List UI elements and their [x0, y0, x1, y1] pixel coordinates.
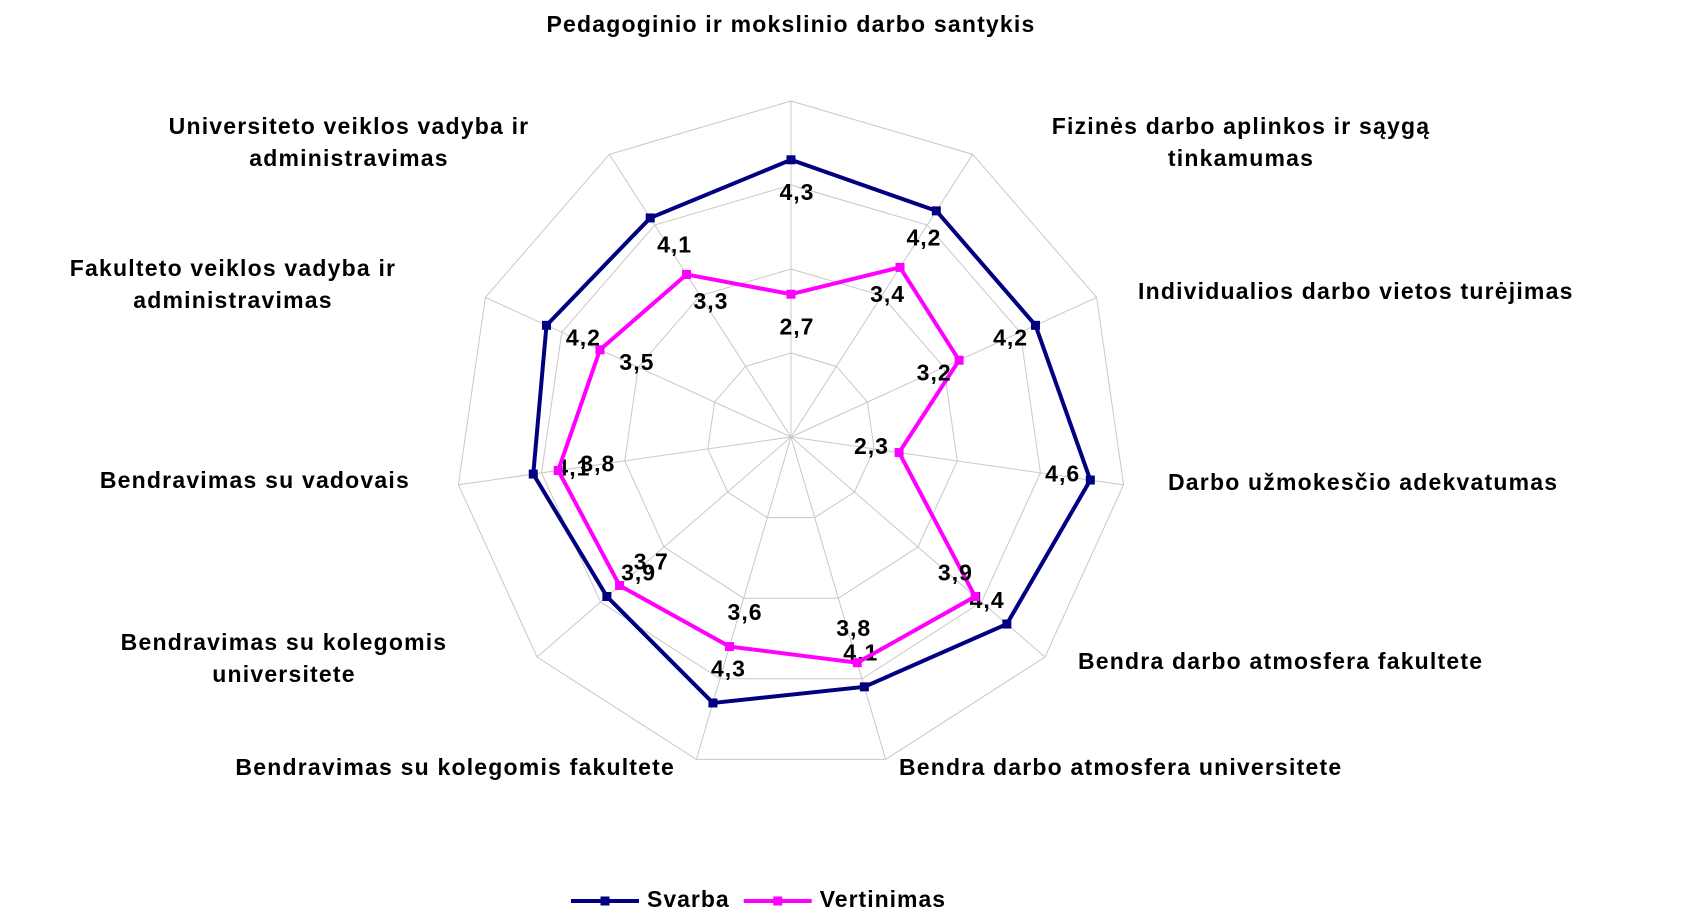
- data-label: 3,7: [634, 548, 669, 574]
- grid-ring: [624, 268, 958, 599]
- legend-label: Vertinimas: [820, 886, 946, 912]
- grid-ring: [707, 352, 875, 519]
- marker: [553, 465, 563, 475]
- marker: [786, 155, 796, 165]
- data-label: 4,1: [657, 232, 692, 258]
- category-label: Bendravimas su vadovais: [99, 467, 410, 493]
- data-label: 3,8: [580, 451, 615, 477]
- data-label: 4,2: [566, 325, 601, 351]
- category-label: Individualios darbo vietos turėjimas: [1138, 278, 1574, 304]
- marker: [541, 320, 551, 330]
- legend: Svarba Vertinimas: [571, 886, 946, 912]
- data-label: 4,3: [711, 655, 746, 681]
- category-label: Bendra darbo atmosfera fakultete: [1078, 648, 1484, 674]
- category-label: Bendravimas su kolegomis fakultete: [235, 754, 675, 780]
- marker: [786, 289, 796, 299]
- legend-label: Svarba: [647, 886, 730, 912]
- marker: [682, 269, 692, 279]
- data-label: 3,6: [728, 599, 763, 625]
- data-label: 4,3: [780, 179, 815, 205]
- data-label: 3,9: [938, 559, 973, 585]
- data-label: 3,9: [621, 559, 656, 585]
- category-label: Fizinės darbo aplinkos ir sąygą tinkamum…: [1051, 113, 1431, 171]
- series-line: [556, 265, 978, 665]
- marker: [859, 682, 869, 692]
- data-label: 4,2: [993, 325, 1028, 351]
- category-label: Darbo užmokesčio adekvatumas: [1168, 469, 1559, 495]
- data-label: 3,3: [693, 288, 728, 314]
- category-label: Pedagoginio ir mokslinio darbo santykis: [546, 11, 1036, 37]
- category-label: Fakulteto veiklos vadyba ir administravi…: [69, 255, 397, 313]
- data-label: 4,2: [906, 225, 941, 251]
- marker: [595, 345, 605, 355]
- category-label: Bendra darbo atmosfera universitete: [899, 754, 1343, 780]
- marker: [708, 698, 718, 708]
- data-label: 3,2: [917, 359, 952, 385]
- marker: [724, 642, 734, 652]
- marker: [894, 448, 904, 458]
- marker: [895, 262, 905, 272]
- marker: [1085, 475, 1095, 485]
- marker: [528, 469, 538, 479]
- data-label: 3,5: [619, 349, 654, 375]
- marker: [852, 658, 862, 668]
- marker: [931, 206, 941, 216]
- data-label: 4,6: [1045, 460, 1080, 486]
- marker: [1031, 320, 1041, 330]
- marker: [645, 213, 655, 223]
- legend-marker: [600, 896, 610, 906]
- legend-marker: [773, 896, 783, 906]
- data-label: 2,3: [854, 433, 889, 459]
- marker: [615, 581, 625, 591]
- category-label: Universiteto veiklos vadyba ir administr…: [168, 113, 530, 171]
- data-label: 3,4: [870, 281, 905, 307]
- marker: [954, 355, 964, 365]
- grid-ring: [541, 184, 1041, 680]
- category-label: Bendravimas su kolegomis universitete: [120, 629, 448, 687]
- grid-ring: [457, 100, 1125, 760]
- marker: [970, 592, 980, 602]
- marker: [602, 592, 612, 602]
- data-label: 3,8: [836, 615, 871, 641]
- series-line: [531, 157, 1093, 706]
- marker: [1002, 619, 1012, 629]
- data-label: 2,7: [780, 313, 815, 339]
